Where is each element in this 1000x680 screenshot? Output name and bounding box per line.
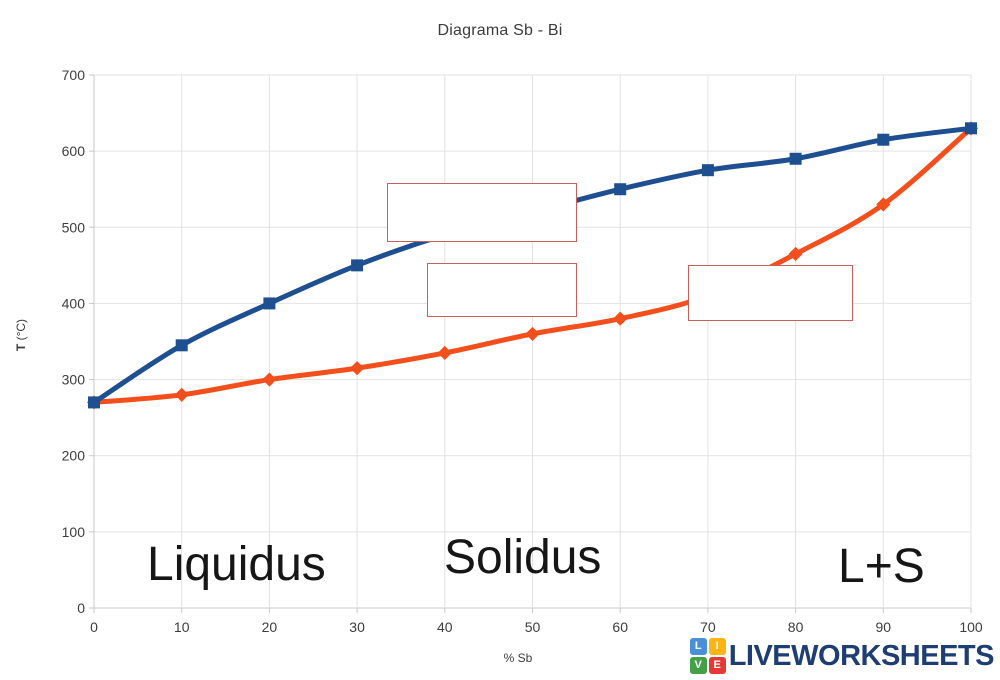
solidus-marker bbox=[437, 345, 452, 360]
logo-tile-i: I bbox=[708, 638, 726, 655]
x-tick-label: 100 bbox=[959, 619, 983, 635]
solidus-marker bbox=[525, 326, 540, 341]
y-tick-label: 200 bbox=[62, 448, 86, 464]
y-tick-label: 100 bbox=[62, 524, 86, 540]
logo-tile-v: V bbox=[689, 657, 707, 674]
x-tick-label: 30 bbox=[349, 619, 365, 635]
x-tick-label: 0 bbox=[90, 619, 98, 635]
y-axis-label: T (°C) bbox=[14, 302, 28, 368]
liquidus-marker bbox=[351, 259, 364, 272]
y-tick-label: 300 bbox=[62, 372, 86, 388]
liveworksheets-logo-text: LIVEWORKSHEETS bbox=[728, 639, 995, 672]
x-tick-label: 40 bbox=[437, 619, 453, 635]
y-axis-label-symbol: T bbox=[14, 343, 28, 352]
y-axis-label-unit: (°C) bbox=[14, 318, 28, 344]
answer-box-2[interactable] bbox=[427, 263, 577, 317]
liquidus-marker bbox=[175, 339, 188, 352]
answer-box-1[interactable] bbox=[387, 183, 577, 242]
y-tick-label: 600 bbox=[62, 143, 86, 159]
liquidus-marker bbox=[614, 183, 627, 196]
chart-title: Diagrama Sb - Bi bbox=[437, 22, 563, 39]
region-label-liquidus: Liquidus bbox=[147, 538, 326, 591]
solidus-marker bbox=[350, 361, 365, 376]
liquidus-marker bbox=[88, 396, 100, 409]
y-tick-label: 500 bbox=[62, 219, 86, 235]
solidus-marker bbox=[613, 311, 628, 326]
x-tick-label: 50 bbox=[525, 619, 541, 635]
answer-box-3[interactable] bbox=[688, 265, 853, 321]
x-tick-label: 20 bbox=[262, 619, 278, 635]
solidus-marker bbox=[788, 246, 803, 262]
solidus-marker bbox=[174, 387, 189, 402]
liquidus-marker bbox=[877, 133, 890, 146]
liquidus-marker bbox=[263, 297, 276, 310]
y-tick-label: 400 bbox=[62, 295, 86, 311]
region-label-solidus: Solidus bbox=[444, 531, 602, 584]
y-tick-label: 700 bbox=[62, 67, 86, 83]
solidus-marker bbox=[262, 372, 277, 387]
logo-tile-l: L bbox=[689, 638, 707, 655]
logo-tile-e: E bbox=[708, 657, 726, 674]
y-tick-label: 0 bbox=[77, 600, 85, 616]
region-label-l-plus-s: L+S bbox=[838, 540, 925, 593]
liquidus-marker bbox=[965, 122, 977, 135]
x-tick-label: 70 bbox=[700, 619, 716, 635]
liquidus-marker bbox=[701, 164, 714, 177]
x-tick-label: 60 bbox=[612, 619, 628, 635]
liquidus-marker bbox=[789, 152, 802, 165]
x-tick-label: 10 bbox=[174, 619, 190, 635]
x-axis-label: % Sb bbox=[503, 651, 533, 665]
x-tick-label: 80 bbox=[788, 619, 804, 635]
solidus-marker bbox=[876, 197, 891, 212]
x-tick-label: 90 bbox=[876, 619, 892, 635]
